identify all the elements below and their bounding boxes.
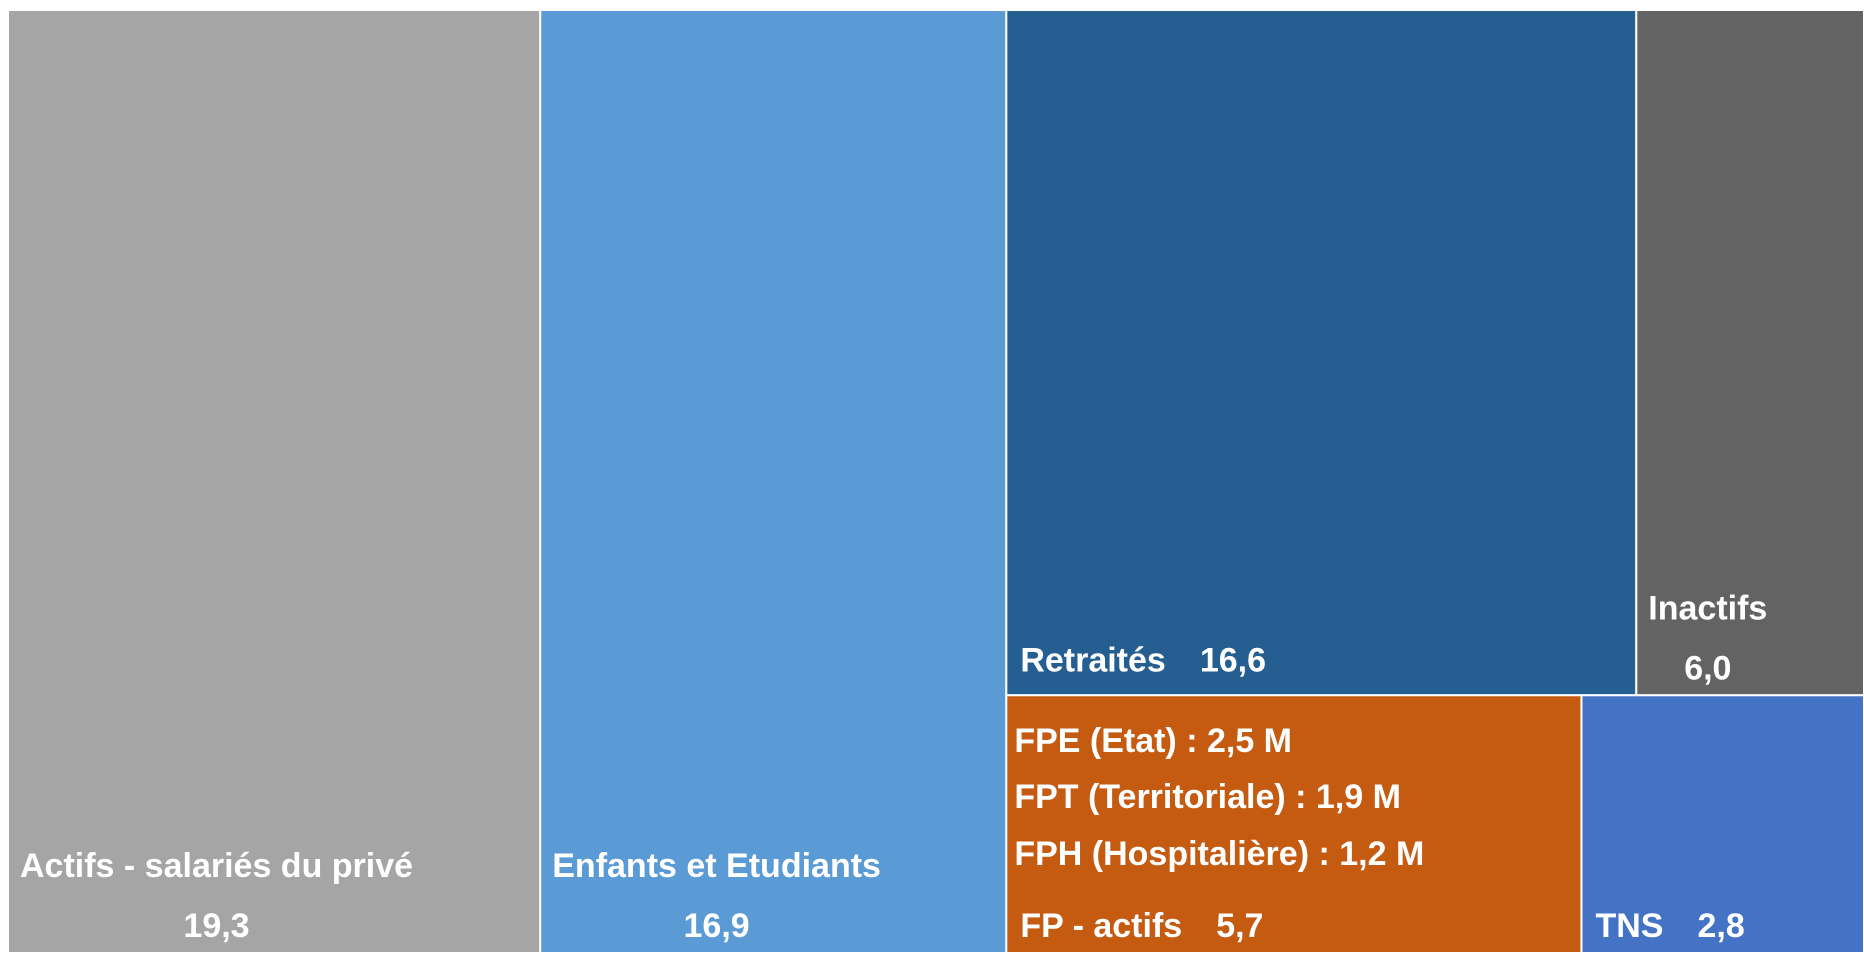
tile-label: Enfants et Etudiants <box>552 847 881 885</box>
annotation: FPE (Etat) : 2,5 M <box>1014 722 1292 760</box>
tile-label: Actifs - salariés du privé <box>20 847 413 885</box>
tile <box>1580 694 1864 953</box>
tile-value: 16,6 <box>1200 641 1266 679</box>
tile <box>1005 694 1583 953</box>
tile-label: Retraités <box>1020 641 1166 679</box>
tile-label: FP - actifs <box>1020 907 1182 945</box>
tile <box>539 9 1008 953</box>
tile-value: 19,3 <box>183 907 249 945</box>
annotation: FPH (Hospitalière) : 1,2 M <box>1014 835 1424 873</box>
tile-value: 16,9 <box>684 907 750 945</box>
annotation: FPT (Territoriale) : 1,9 M <box>1014 778 1401 816</box>
tile-label: Inactifs <box>1648 589 1767 627</box>
tile-label: TNS <box>1595 907 1663 945</box>
tile <box>1635 9 1864 697</box>
tile <box>1005 9 1638 697</box>
tile-value: 6,0 <box>1684 649 1731 687</box>
tile-value: 2,8 <box>1697 907 1744 945</box>
tile-value: 5,7 <box>1216 907 1263 945</box>
tile <box>7 9 542 953</box>
